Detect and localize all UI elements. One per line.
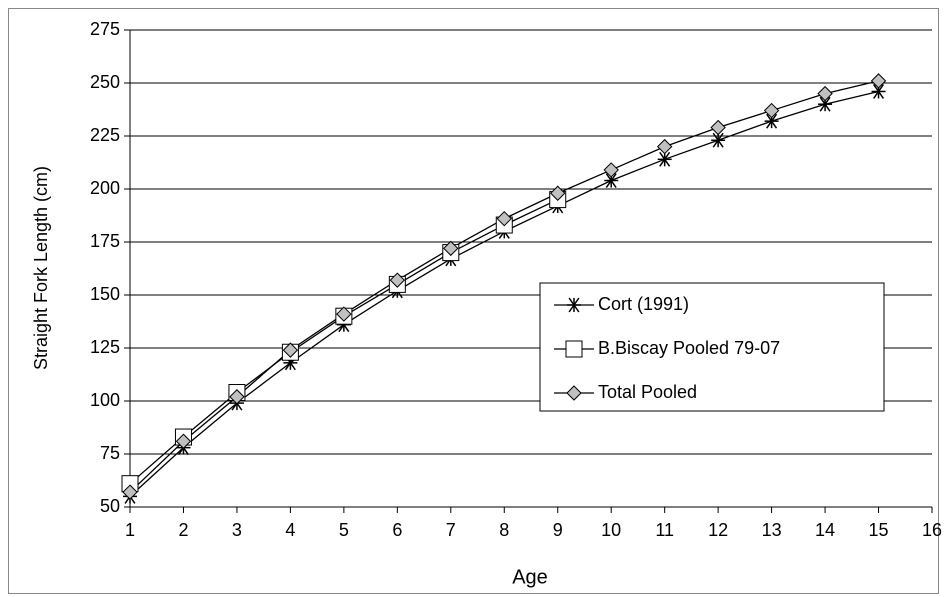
x-axis-title: Age: [512, 566, 548, 588]
x-tick-label: 2: [178, 520, 188, 540]
legend-label: B.Biscay Pooled 79-07: [598, 338, 780, 358]
marker-diamond: [122, 484, 138, 500]
x-tick-label: 3: [232, 520, 242, 540]
x-tick-label: 9: [553, 520, 563, 540]
y-tick-label: 125: [90, 337, 120, 357]
marker-diamond: [550, 185, 566, 201]
marker-star: [604, 173, 619, 188]
marker-diamond: [229, 389, 245, 405]
x-tick-label: 13: [762, 520, 782, 540]
marker-diamond: [389, 272, 406, 288]
x-tick-label: 6: [392, 520, 402, 540]
marker-diamond: [817, 85, 833, 102]
marker-diamond: [336, 306, 352, 322]
y-tick-label: 250: [90, 72, 120, 92]
marker-diamond: [763, 102, 780, 119]
marker-star: [567, 297, 581, 313]
marker-diamond: [710, 119, 726, 136]
x-tick-label: 4: [285, 520, 295, 540]
y-tick-label: 175: [90, 231, 120, 251]
y-tick-label: 100: [90, 390, 120, 410]
legend-label: Total Pooled: [598, 382, 697, 402]
y-tick-label: 150: [90, 284, 120, 304]
marker-star: [711, 132, 726, 148]
marker-diamond: [443, 240, 459, 257]
marker-diamond: [566, 385, 582, 401]
marker-diamond: [603, 162, 619, 178]
x-tick-label: 10: [601, 520, 621, 540]
marker-diamond: [870, 73, 887, 89]
x-tick-label: 14: [815, 520, 835, 540]
x-tick-label: 15: [869, 520, 889, 540]
y-tick-label: 275: [90, 19, 120, 39]
marker-square: [565, 340, 583, 358]
legend-box: [539, 282, 885, 412]
x-tick-label: 5: [339, 520, 349, 540]
y-tick-label: 50: [100, 496, 120, 516]
x-tick-label: 7: [446, 520, 456, 540]
x-tick-label: 8: [499, 520, 509, 540]
y-tick-label: 75: [100, 443, 120, 463]
legend-label: Cort (1991): [598, 294, 689, 314]
marker-diamond: [496, 210, 512, 227]
marker-diamond: [175, 433, 192, 449]
marker-diamond: [282, 342, 299, 358]
y-axis-title: Straight Fork Length (cm): [31, 166, 51, 370]
frame: [8, 8, 939, 594]
x-tick-label: 12: [708, 520, 728, 540]
x-tick-label: 1: [125, 520, 135, 540]
x-tick-label: 16: [922, 520, 942, 540]
marker-diamond: [656, 138, 673, 155]
y-tick-label: 200: [90, 178, 120, 198]
y-tick-label: 225: [90, 125, 120, 145]
marker-star: [657, 151, 672, 167]
x-tick-label: 11: [655, 520, 674, 540]
